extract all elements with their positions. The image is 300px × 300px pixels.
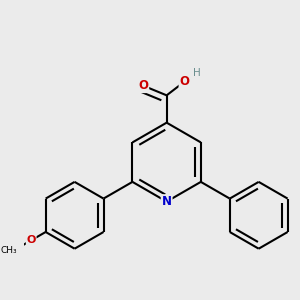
Text: H: H (193, 68, 201, 79)
Text: O: O (26, 235, 36, 245)
Text: O: O (179, 75, 189, 88)
Text: O: O (138, 79, 148, 92)
Text: CH₃: CH₃ (1, 246, 17, 255)
Text: N: N (162, 195, 172, 208)
